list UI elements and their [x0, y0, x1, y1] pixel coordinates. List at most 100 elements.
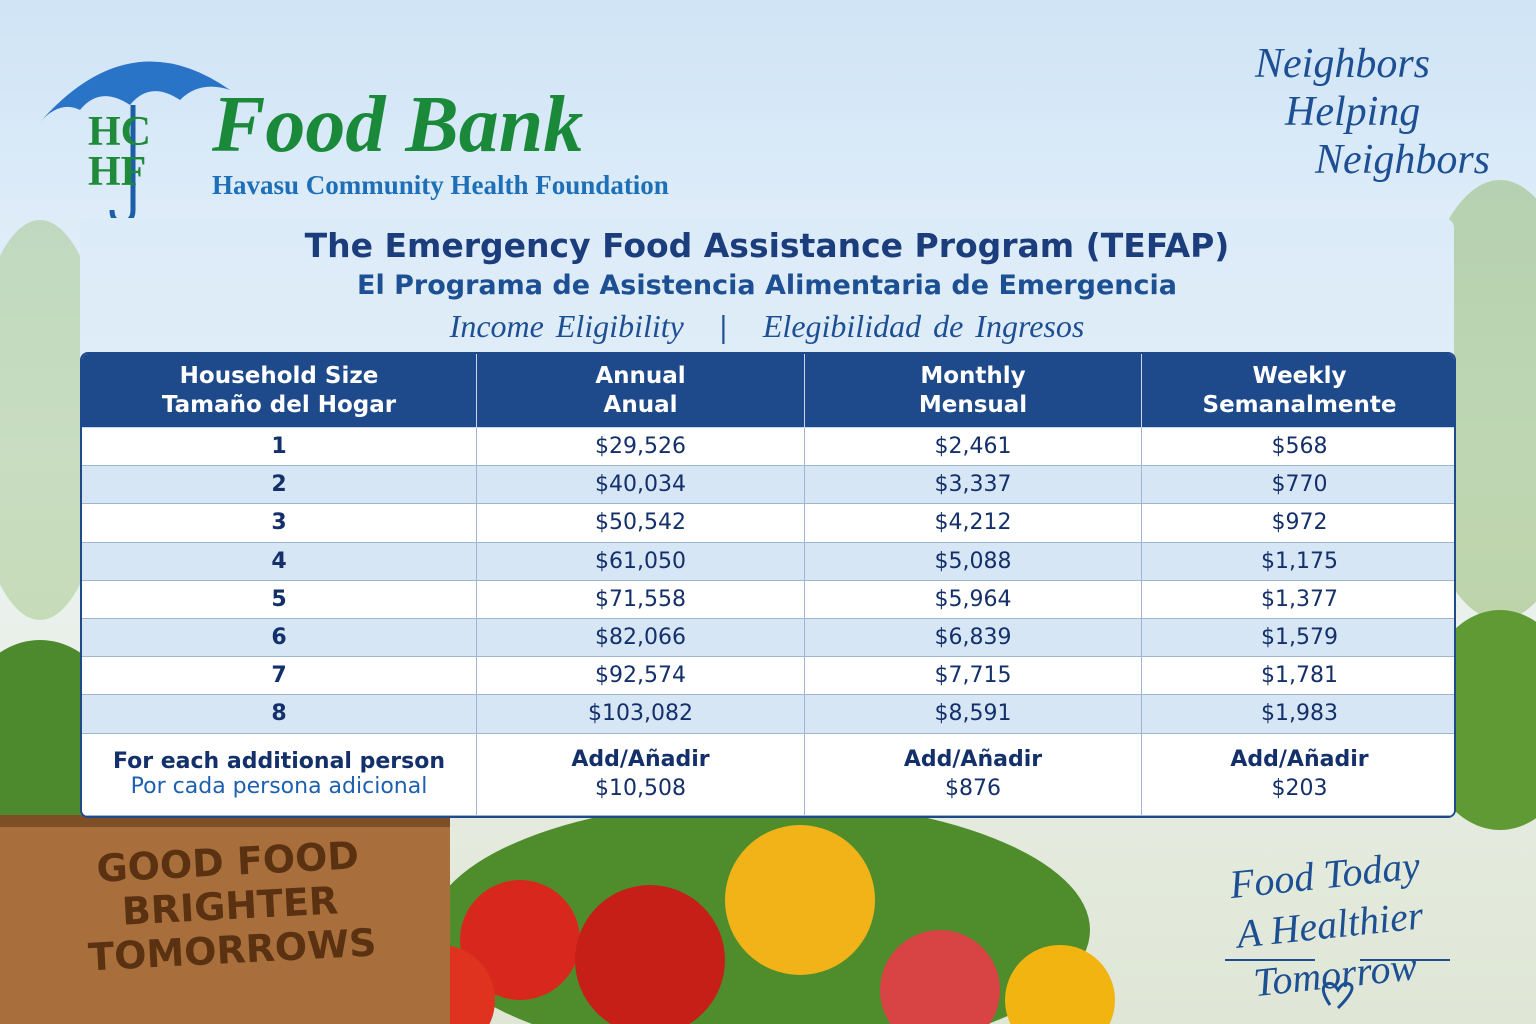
household-size: 4 [271, 548, 287, 574]
header-text: Mensual [918, 391, 1028, 418]
header-cell: Household Size Tamaño del Hogar [82, 354, 477, 428]
table-cell: $2,461 [805, 428, 1142, 467]
table-cell: $5,964 [805, 580, 1142, 619]
table-cell: $568 [1142, 428, 1454, 467]
income-value: $92,574 [595, 663, 686, 689]
income-value: $50,542 [595, 510, 686, 536]
footer-cell: Add/Añadir $876 [805, 733, 1142, 816]
header-cell: Monthly Mensual [805, 354, 1142, 428]
footer-cell: Add/Añadir $203 [1142, 733, 1454, 816]
tagline: Neighbors Helping Neighbors [1255, 40, 1490, 184]
header-cell: Annual Anual [477, 354, 805, 428]
income-value: $972 [1271, 510, 1328, 536]
tagline-line: Helping [1285, 89, 1421, 135]
header-text: Semanalmente [1202, 391, 1397, 418]
header-cell: Weekly Semanalmente [1142, 354, 1454, 428]
logo-name: Food Bank [212, 81, 584, 169]
income-value: $40,034 [595, 472, 686, 498]
income-value: $103,082 [588, 701, 693, 727]
household-size: 3 [271, 510, 287, 536]
logo-letters-top: HC [88, 109, 151, 155]
table-cell: $61,050 [477, 542, 805, 581]
logo-letters: HC HF [88, 109, 151, 195]
table-cell: $50,542 [477, 504, 805, 543]
income-value: $8,591 [934, 701, 1012, 727]
income-table: Household Size Tamaño del Hogar Annual Anua… [80, 352, 1456, 818]
household-size: 8 [271, 701, 287, 727]
income-value: $6,839 [934, 625, 1012, 651]
household-size: 1 [271, 434, 287, 460]
income-value: $1,175 [1261, 548, 1338, 574]
table-cell: $103,082 [477, 695, 805, 734]
footer-value: $10,508 [595, 776, 686, 802]
income-value: $568 [1271, 434, 1328, 460]
household-size: 7 [271, 663, 287, 689]
header-text: Monthly [920, 362, 1026, 389]
income-value: $29,526 [595, 434, 686, 460]
table-cell: $972 [1142, 504, 1454, 543]
footer-cell: Add/Añadir $10,508 [477, 733, 805, 816]
table-cell: $4,212 [805, 504, 1142, 543]
footer-add: Add/Añadir [571, 747, 710, 773]
income-value: $7,715 [934, 663, 1012, 689]
table-cell: 2 [82, 466, 477, 505]
table-cell: $8,591 [805, 695, 1142, 734]
table-cell: 6 [82, 619, 477, 658]
logo-org: Havasu Community Health Foundation [212, 170, 669, 200]
eligibility: Income Eligibility | Elegibilidad de Ing… [80, 308, 1454, 345]
footer-value: $876 [945, 776, 1001, 802]
table-cell: $7,715 [805, 657, 1142, 696]
title: The Emergency Food Assistance Program (T… [304, 226, 1230, 265]
table-cell: $92,574 [477, 657, 805, 696]
tagline-line: Neighbors [1315, 137, 1491, 183]
footer-label-cell: For each additional person Por cada perso… [82, 733, 477, 816]
eligibility-es: Elegibilidad de Ingresos [762, 308, 1085, 344]
footer-value: $203 [1271, 776, 1328, 802]
income-value: $1,983 [1261, 701, 1338, 727]
table-cell: 8 [82, 695, 477, 734]
table-cell: $3,337 [805, 466, 1142, 505]
income-value: $770 [1271, 472, 1328, 498]
footer-label: For each additional person [112, 749, 446, 775]
table-cell: $1,781 [1142, 657, 1454, 696]
table-cell: $1,377 [1142, 580, 1454, 619]
table-cell: $1,579 [1142, 619, 1454, 658]
footer-label: Por cada persona adicional [130, 774, 428, 800]
table-cell: $6,839 [805, 619, 1142, 658]
income-value: $5,088 [934, 548, 1012, 574]
header-text: Annual [595, 362, 686, 389]
table-cell: 5 [82, 580, 477, 619]
income-value: $3,337 [934, 472, 1012, 498]
income-value: $1,377 [1261, 586, 1338, 612]
table-cell: $770 [1142, 466, 1454, 505]
income-value: $4,212 [934, 510, 1012, 536]
table-cell: $71,558 [477, 580, 805, 619]
header-text: Anual [603, 391, 678, 418]
crate-text: GOOD FOOD BRIGHTER TOMORROWS [27, 830, 433, 983]
income-value: $1,781 [1261, 663, 1338, 689]
income-value: $5,964 [934, 586, 1012, 612]
income-value: $82,066 [595, 625, 686, 651]
tagline-line: Neighbors [1255, 41, 1431, 87]
table-cell: $1,983 [1142, 695, 1454, 734]
income-value: $61,050 [595, 548, 686, 574]
table-cell: $40,034 [477, 466, 805, 505]
eligibility-en: Income Eligibility [449, 308, 684, 344]
income-value: $1,579 [1261, 625, 1338, 651]
income-value: $71,558 [595, 586, 686, 612]
header-text: Weekly [1252, 362, 1347, 389]
table-cell: $1,175 [1142, 542, 1454, 581]
table-cell: 4 [82, 542, 477, 581]
header-text: Tamaño del Hogar [161, 391, 397, 418]
table-cell: $5,088 [805, 542, 1142, 581]
table-cell: $82,066 [477, 619, 805, 658]
income-value: $2,461 [934, 434, 1012, 460]
table-cell: 1 [82, 428, 477, 467]
logo-letters-bottom: HF [88, 149, 147, 195]
footer-add: Add/Añadir [1230, 747, 1369, 773]
table-cell: $29,526 [477, 428, 805, 467]
household-size: 2 [271, 472, 287, 498]
